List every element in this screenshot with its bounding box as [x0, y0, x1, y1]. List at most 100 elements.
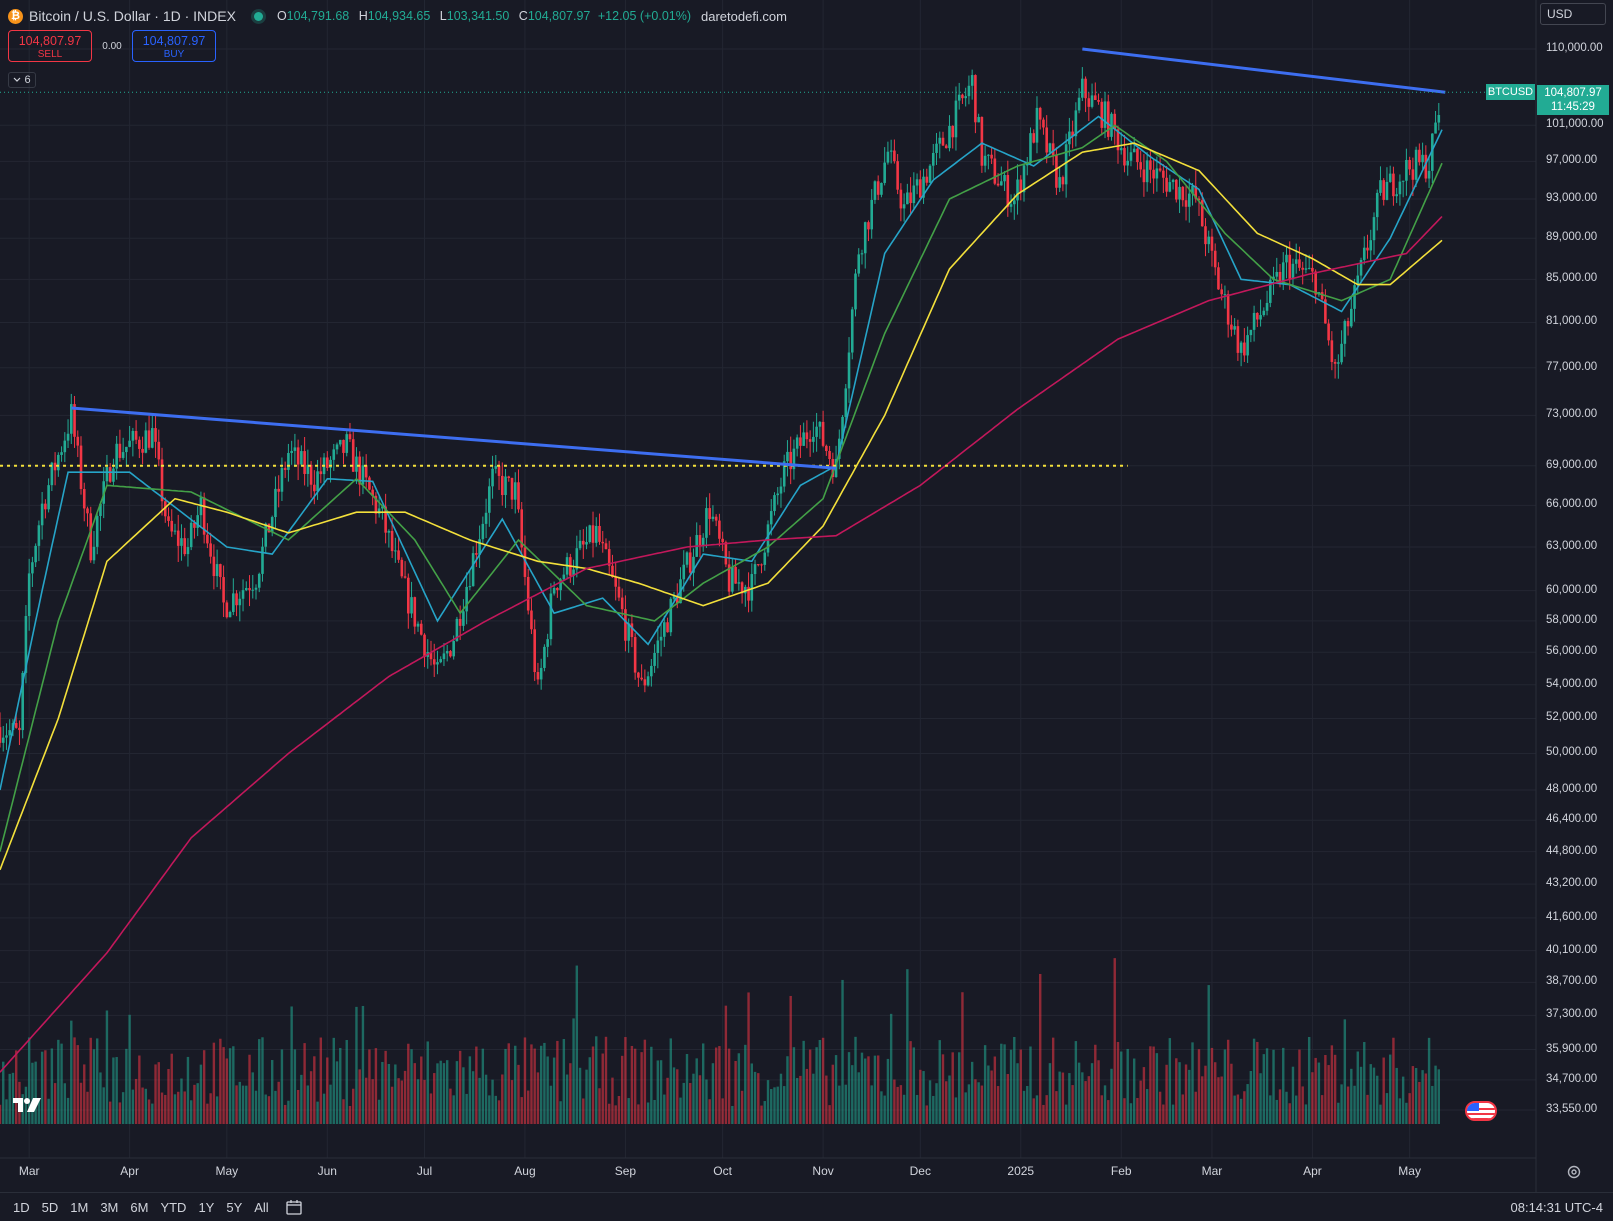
indicators-toggle[interactable]: 6: [8, 72, 36, 88]
candle-body: [225, 602, 229, 618]
candle-body: [316, 471, 319, 492]
period-ytd[interactable]: YTD: [160, 1199, 187, 1215]
volume-bar: [1256, 1041, 1259, 1124]
calendar-range-icon[interactable]: [285, 1199, 303, 1215]
volume-bar: [536, 1072, 540, 1124]
candle-body: [588, 525, 592, 543]
period-5d[interactable]: 5D: [41, 1199, 59, 1215]
price-chart[interactable]: [0, 0, 1613, 1192]
buy-button[interactable]: 104,807.97 BUY: [132, 30, 216, 62]
volume-bar: [608, 1103, 611, 1124]
candle-body: [462, 611, 465, 626]
volume-bar: [92, 1049, 96, 1124]
candle-body: [893, 150, 896, 162]
volume-bar: [838, 1085, 841, 1124]
candle-body: [1288, 254, 1292, 280]
volume-bar: [0, 1104, 2, 1124]
market-status-dot-icon[interactable]: [253, 11, 263, 21]
volume-bar: [1236, 1094, 1240, 1124]
candle-body: [1000, 181, 1003, 186]
period-all[interactable]: All: [254, 1199, 269, 1215]
tradingview-logo-icon[interactable]: [11, 1094, 45, 1114]
candle-body: [1401, 180, 1405, 182]
candle-body: [663, 622, 666, 637]
period-6m[interactable]: 6M: [130, 1199, 149, 1215]
candle-body: [1, 737, 5, 743]
candle-body: [909, 192, 912, 204]
candlestick-series: [0, 67, 1441, 752]
volume-bar: [663, 1094, 666, 1124]
candle-body: [34, 545, 37, 563]
candle-body: [209, 543, 212, 557]
candle-body: [1362, 247, 1366, 260]
candle-body: [844, 388, 848, 417]
candle-body: [1408, 159, 1411, 170]
volume-bar: [452, 1095, 455, 1124]
volume-bar: [258, 1039, 261, 1124]
price-axis-label: 37,300.00: [1546, 1008, 1598, 1021]
volume-bar: [225, 1058, 229, 1124]
candle-body: [180, 538, 183, 546]
candle-body: [76, 436, 80, 446]
candle-body: [1181, 186, 1185, 201]
symbol-title[interactable]: Bitcoin / U.S. Dollar · 1D · INDEX: [29, 8, 236, 24]
candle-body: [1324, 299, 1327, 324]
volume-bar: [650, 1046, 653, 1124]
candle-body: [786, 451, 789, 462]
volume-bar: [335, 1061, 339, 1124]
candle-body: [491, 468, 494, 487]
candle-body: [886, 151, 890, 163]
candle-body: [756, 564, 760, 566]
candle-body: [724, 542, 728, 565]
volume-bar: [507, 1043, 510, 1124]
volume-bar: [449, 1088, 452, 1124]
candle-body: [1375, 192, 1379, 218]
candle-body: [183, 538, 187, 555]
candle-body: [1035, 107, 1039, 143]
candle-body: [455, 618, 459, 641]
volume-bar: [134, 1078, 138, 1124]
candle-body: [1382, 180, 1386, 200]
price-axis-label: 97,000.00: [1546, 154, 1598, 167]
volume-bar: [196, 1083, 199, 1124]
candle-body: [1012, 200, 1016, 205]
volume-bar: [1217, 1077, 1220, 1124]
period-3m[interactable]: 3M: [100, 1199, 119, 1215]
volume-bar: [1019, 1049, 1022, 1124]
gear-icon[interactable]: [1566, 1164, 1582, 1180]
exchange-clock[interactable]: 08:14:31 UTC-4: [1510, 1199, 1604, 1215]
candle-body: [1217, 267, 1220, 290]
candle-body: [575, 548, 579, 570]
volume-bar: [604, 1036, 608, 1124]
us-flag-icon[interactable]: [1465, 1101, 1497, 1121]
sell-button[interactable]: 104,807.97 SELL: [8, 30, 92, 62]
candle-body: [82, 488, 86, 509]
volume-bar: [504, 1048, 507, 1124]
volume-bar: [928, 1080, 932, 1124]
period-5y[interactable]: 5Y: [226, 1199, 243, 1215]
time-axis-label: Dec: [909, 1164, 931, 1178]
candle-body: [1353, 285, 1356, 309]
candle-body: [31, 562, 34, 574]
volume-bar: [1113, 958, 1116, 1124]
volume-bar: [1175, 1058, 1178, 1124]
period-1d[interactable]: 1D: [13, 1199, 30, 1215]
period-1m[interactable]: 1M: [70, 1199, 89, 1215]
volume-bar: [70, 1020, 73, 1124]
volume-bar: [1272, 1049, 1275, 1124]
volume-bar: [248, 1054, 251, 1124]
candle-body: [21, 672, 24, 731]
candle-body: [970, 75, 974, 86]
candle-body: [1084, 78, 1087, 99]
candle-body: [1158, 168, 1162, 171]
candle-body: [1366, 247, 1369, 251]
volume-bar: [1077, 1062, 1081, 1124]
candle-body: [828, 451, 831, 460]
candle-body: [445, 651, 449, 654]
currency-selector[interactable]: USD: [1540, 3, 1606, 25]
price-axis-label: 63,000.00: [1546, 539, 1598, 552]
period-1y[interactable]: 1Y: [198, 1199, 215, 1215]
volume-bar: [786, 1056, 789, 1124]
volume-bar: [831, 1064, 835, 1124]
candle-body: [235, 593, 238, 606]
